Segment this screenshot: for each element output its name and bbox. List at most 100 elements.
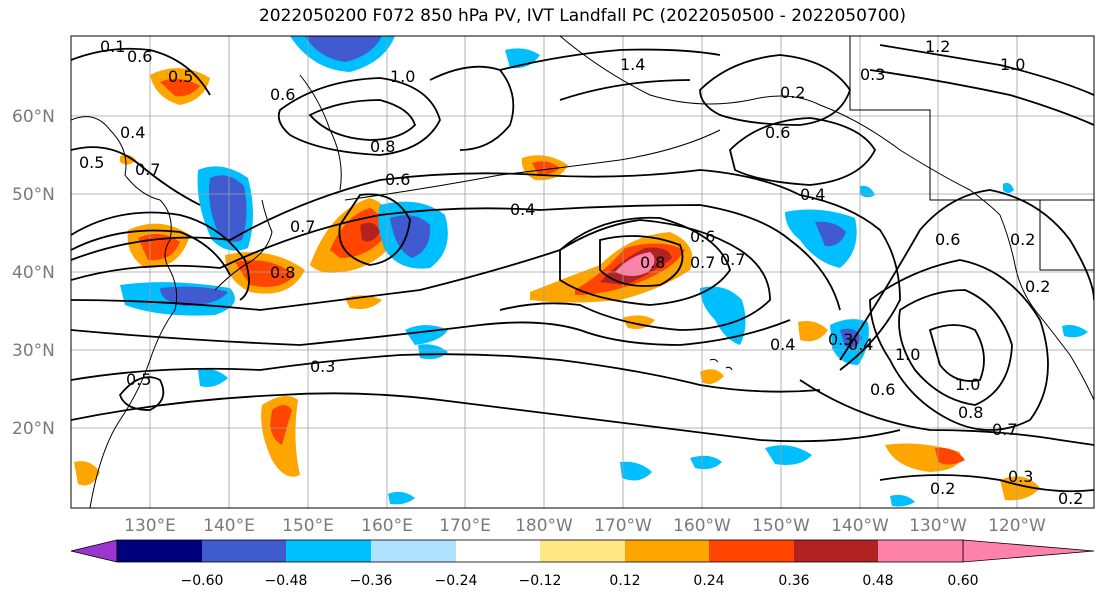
colorbar-segment (202, 540, 286, 562)
lat-label: 20°N (12, 419, 55, 439)
lon-label: 170°E (439, 516, 491, 536)
pv-contour (729, 117, 877, 186)
contour-label: 0.6 (127, 47, 152, 66)
pv-contour (928, 324, 985, 382)
pv-contour (879, 44, 1094, 96)
pos-anomaly-patch (160, 78, 200, 97)
contour-label: 0.6 (270, 85, 295, 104)
contour-label: 0.5 (79, 153, 104, 172)
colorbar: −0.60 −0.48 −0.36 −0.24 −0.12 0.12 0.24 … (70, 539, 1095, 589)
colorbar-segment (286, 540, 371, 562)
pos-anomaly-patch (935, 447, 965, 465)
contour-label: 0.6 (765, 123, 790, 142)
contour-label: 0.4 (120, 123, 145, 142)
contour-label: 0.5 (126, 370, 151, 389)
coastline-alaska (559, 36, 1001, 216)
pos-anomaly-patch (615, 252, 655, 276)
pv-contour (71, 219, 771, 331)
colorbar-segment (117, 540, 202, 562)
lat-label: 30°N (12, 341, 55, 361)
pv-contour (71, 319, 791, 346)
pv-contour (71, 169, 901, 371)
lon-label: 130°W (909, 516, 967, 536)
contour-label: 0.3 (860, 65, 885, 84)
pv-contour (799, 379, 1094, 446)
pv-contour (599, 235, 684, 287)
contour-label: 0.6 (870, 380, 895, 399)
neg-anomaly-patch (620, 461, 652, 481)
pv-contour (499, 48, 721, 71)
pv-contours (71, 44, 1094, 493)
colorbar-min-extend (70, 539, 118, 563)
contour-label: 0.4 (510, 200, 535, 219)
colorbar-tick-label: 0.48 (862, 573, 893, 589)
pos-anomaly-patch (360, 222, 380, 242)
contour-label: 0.4 (800, 185, 825, 204)
neg-anomaly-patch (690, 455, 722, 470)
map-title: 2022050200 F072 850 hPa PV, IVT Landfall… (258, 6, 906, 26)
coastline-na-west (999, 214, 1094, 401)
pv-contour (71, 229, 231, 276)
pv-contour (71, 353, 821, 393)
colorbar-segment (540, 540, 625, 562)
pos-anomaly-patch (270, 405, 292, 445)
colorbar-segment (625, 540, 709, 562)
neg-anomaly-patch (388, 491, 415, 505)
lon-label: 120°W (988, 516, 1046, 536)
contour-label: 0.2 (1025, 277, 1050, 296)
contour-label: 0.8 (958, 403, 983, 422)
contour-label: 0.7 (290, 217, 315, 236)
neg-anomaly-patch (890, 494, 915, 507)
colorbar-tick-label: 0.60 (947, 573, 978, 589)
colorbar-max-extend (962, 539, 1095, 563)
colorbar-segment (456, 540, 540, 562)
neg-anomaly-patch (785, 209, 857, 268)
neg-anomaly-patch (405, 325, 448, 345)
contour-label: 1.0 (895, 345, 920, 364)
pos-anomaly-patch (235, 260, 295, 288)
lat-label: 60°N (12, 107, 55, 127)
contour-label: 1.0 (955, 375, 980, 394)
lon-label: 180°W (515, 516, 573, 536)
contour-label: 0.4 (770, 335, 795, 354)
pos-anomaly-patch (798, 321, 828, 342)
contour-label: 1.4 (620, 55, 645, 74)
colorbar-tick-label: 0.12 (609, 573, 640, 589)
coastline-hawaii (709, 358, 733, 371)
pv-contour (839, 189, 1094, 361)
pv-contour (429, 65, 515, 151)
colorbar-tick-label: −0.36 (350, 573, 393, 589)
neg-anomaly-patch (1003, 182, 1014, 193)
coastline-aleutians (344, 129, 721, 201)
contour-label: 0.3 (1008, 467, 1033, 486)
contour-label: 0.2 (1058, 489, 1083, 508)
latitude-labels: 60°N 50°N 40°N 30°N 20°N (12, 107, 55, 439)
pv-contour (869, 69, 1094, 126)
neg-anomaly-patch (1062, 324, 1088, 338)
neg-anomaly-patch (765, 445, 812, 465)
pos-anomaly-patch (532, 161, 560, 175)
longitude-labels: 130°E 140°E 150°E 160°E 170°E 180°W 170°… (124, 516, 1046, 536)
pv-contour (71, 204, 841, 311)
colorbar-tick-label: −0.48 (265, 573, 308, 589)
pv-contour (71, 146, 201, 206)
neg-anomaly-patch (700, 286, 746, 345)
pv-contour (71, 211, 250, 301)
pv-contour (869, 259, 1049, 431)
neg-anomaly-patch (418, 344, 448, 360)
pv-contour (699, 54, 851, 126)
pos-anomaly-patch (700, 369, 724, 384)
pv-shading (74, 36, 1088, 507)
colorbar-tick-label: −0.60 (181, 573, 224, 589)
pv-contour (559, 79, 691, 101)
contour-label: 0.2 (1010, 230, 1035, 249)
lon-label: 150°W (752, 516, 810, 536)
border-us (1039, 200, 1094, 271)
colorbar-segment (709, 540, 794, 562)
contour-label: 0.6 (690, 227, 715, 246)
lon-label: 140°W (831, 516, 889, 536)
lon-label: 160°W (673, 516, 731, 536)
colorbar-outline (116, 539, 964, 563)
pv-contour (71, 47, 211, 96)
